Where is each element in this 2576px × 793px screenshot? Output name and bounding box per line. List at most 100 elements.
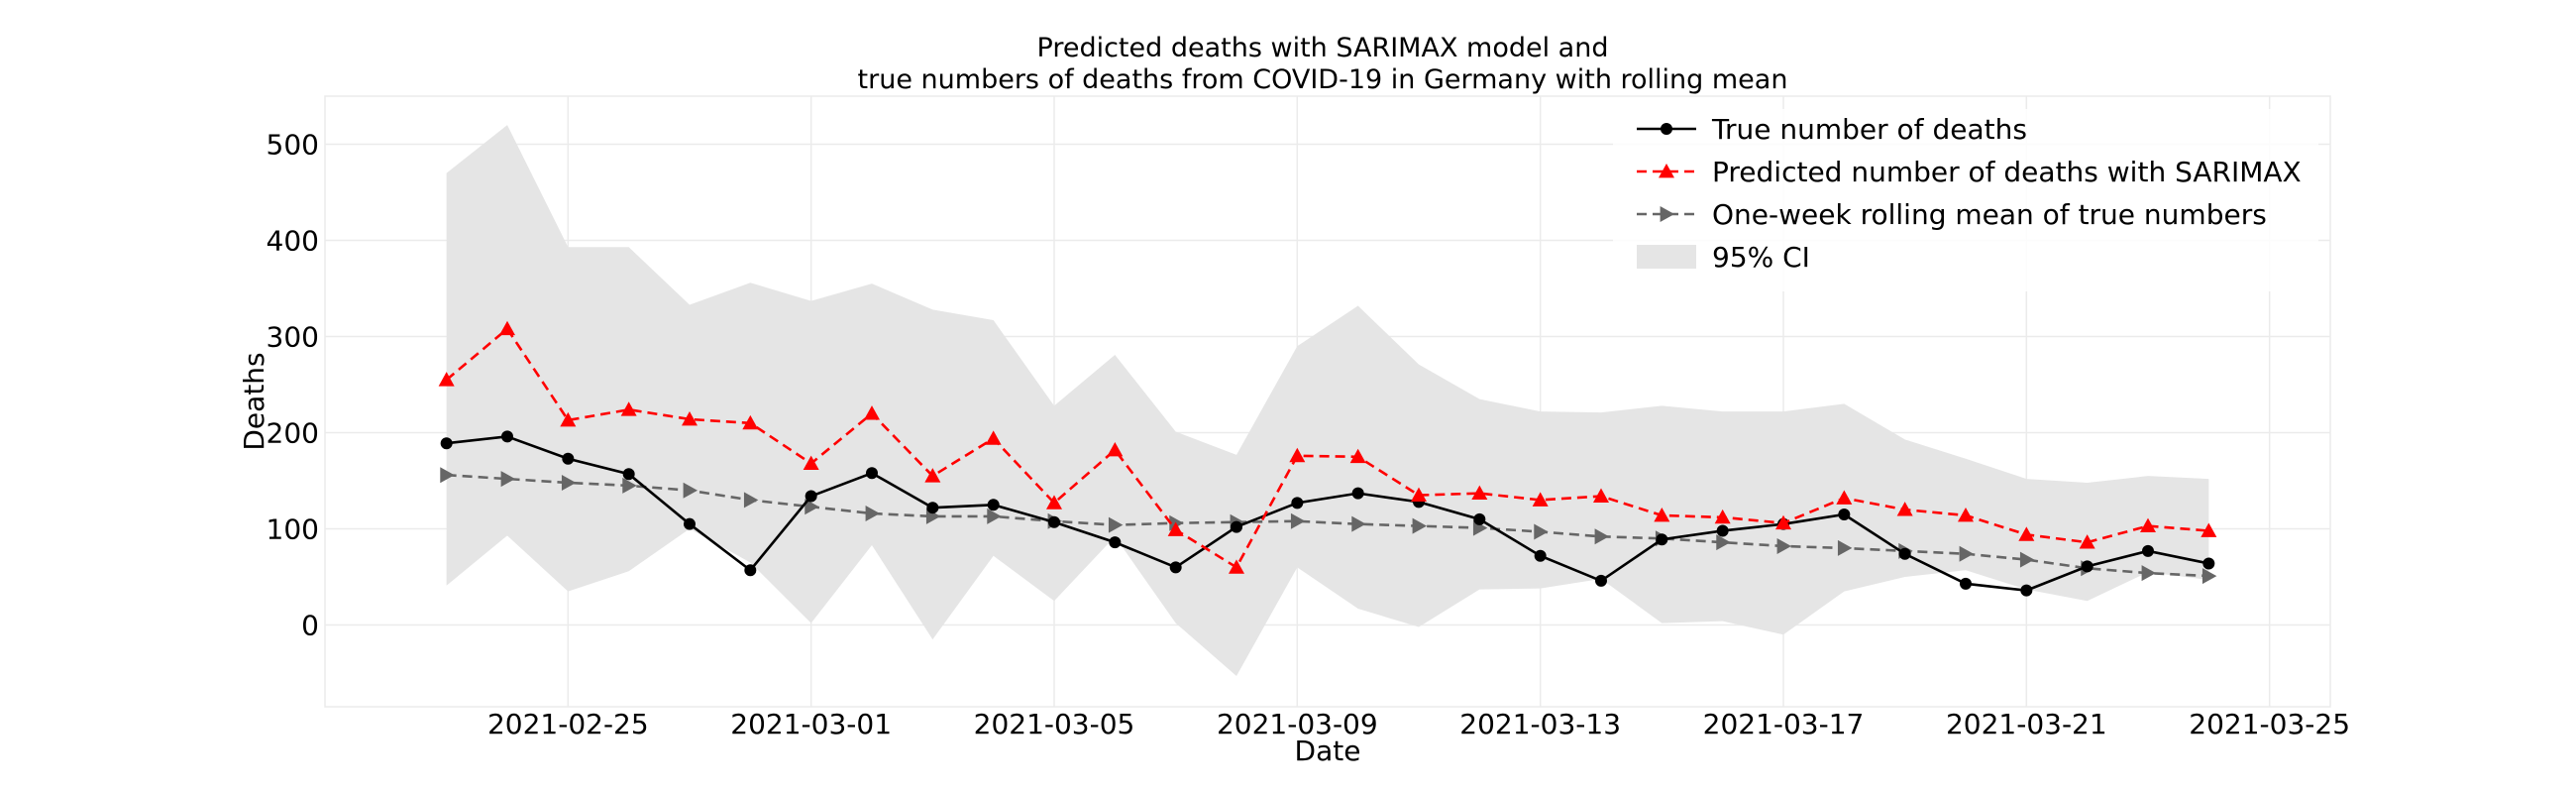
data-point — [1534, 549, 1547, 562]
legend-box — [1613, 109, 2318, 291]
y-tick-label: 100 — [267, 513, 319, 546]
x-tick-label: 2021-03-25 — [2189, 708, 2350, 740]
data-point — [1411, 487, 1427, 502]
data-point — [987, 508, 1002, 524]
data-point — [1108, 516, 1124, 533]
x-tick-label: 2021-03-17 — [1703, 708, 1865, 740]
data-point — [501, 430, 513, 443]
data-point — [742, 414, 759, 430]
data-point — [1290, 512, 1306, 529]
data-point — [2079, 534, 2095, 549]
data-point — [1656, 533, 1668, 546]
series-line — [446, 473, 2209, 578]
data-point — [1167, 521, 1184, 536]
data-point — [865, 506, 880, 522]
legend-marker — [1661, 123, 1672, 135]
data-point — [499, 320, 515, 336]
legend-marker — [1660, 206, 1674, 222]
series-line — [446, 435, 2209, 592]
x-tick-label: 2021-03-21 — [1946, 708, 2107, 740]
data-point — [562, 452, 575, 465]
data-point — [440, 437, 453, 450]
data-point — [1107, 441, 1124, 457]
data-point — [1289, 447, 1306, 463]
data-point — [805, 499, 819, 515]
series-group — [438, 320, 2217, 574]
data-point — [1291, 497, 1304, 510]
data-point — [438, 372, 455, 387]
data-point — [1837, 539, 1853, 556]
data-point — [866, 467, 878, 480]
data-point — [2202, 557, 2215, 570]
data-point — [743, 492, 759, 509]
data-point — [1351, 515, 1366, 532]
data-point — [1109, 536, 1122, 549]
y-tick-label: 500 — [267, 129, 319, 162]
data-point — [682, 410, 698, 426]
data-point — [805, 490, 817, 503]
data-point — [1654, 507, 1670, 522]
data-point — [1896, 502, 1913, 516]
data-point — [684, 517, 696, 530]
y-tick-label: 300 — [267, 321, 319, 354]
legend-marker — [1659, 164, 1674, 178]
y-axis-label: Deaths — [238, 352, 270, 450]
data-point — [1471, 485, 1488, 501]
data-point — [1714, 509, 1731, 524]
data-point — [1958, 507, 1974, 522]
legend-label: True number of deaths — [1711, 113, 2027, 146]
data-point — [2141, 565, 2156, 582]
chart-title-line-2: true numbers of deaths from COVID-19 in … — [858, 64, 1788, 95]
x-tick-label: 2021-02-25 — [487, 708, 649, 740]
y-axis-ticks: 0 100 200 300 400 500 — [267, 129, 319, 642]
data-point — [560, 411, 577, 427]
data-point — [1229, 559, 1244, 574]
data-point — [1169, 561, 1182, 574]
x-tick-label: 2021-03-01 — [730, 708, 892, 740]
data-point — [1838, 508, 1851, 520]
chart-title: Predicted deaths with SARIMAX model and … — [858, 33, 1788, 95]
legend-label: Predicted number of deaths with SARIMAX — [1712, 156, 2302, 188]
chart-title-line-1: Predicted deaths with SARIMAX model and — [1037, 33, 1609, 63]
series-group — [440, 430, 2215, 597]
data-point — [744, 564, 757, 577]
data-point — [2020, 584, 2033, 597]
series-line — [445, 326, 2209, 570]
data-point — [1473, 512, 1486, 525]
y-tick-label: 0 — [301, 610, 319, 642]
data-point — [1716, 534, 1731, 551]
x-axis-ticks: 2021-02-25 2021-03-01 2021-03-05 2021-03-09… — [487, 708, 2350, 740]
data-point — [2019, 551, 2035, 568]
data-point — [987, 499, 1000, 511]
data-point — [1231, 520, 1242, 533]
plot-frame — [324, 95, 2331, 708]
data-point — [924, 468, 941, 483]
data-point — [500, 471, 515, 488]
confidence-band-layer — [446, 125, 2209, 676]
data-point — [1959, 545, 1974, 562]
data-point — [683, 482, 698, 499]
x-axis-label: Date — [1295, 735, 1361, 767]
legend: True number of deaths Predicted number of… — [1613, 109, 2318, 291]
x-tick-label: 2021-03-09 — [1217, 708, 1378, 740]
data-point — [1532, 492, 1549, 507]
data-point — [2142, 544, 2154, 557]
data-point — [1836, 490, 1853, 505]
data-point — [1776, 537, 1791, 554]
ci-band — [446, 125, 2209, 676]
legend-ci-swatch — [1637, 245, 1696, 269]
data-point — [1898, 547, 1911, 560]
data-point — [1595, 574, 1607, 587]
data-point — [1534, 523, 1549, 540]
data-point — [1046, 495, 1062, 510]
data-point — [620, 401, 637, 416]
data-point — [561, 474, 577, 491]
data-point — [1349, 448, 1366, 464]
data-point — [622, 477, 637, 494]
legend-label: One-week rolling mean of true numbers — [1712, 198, 2267, 231]
y-tick-label: 400 — [267, 225, 319, 258]
data-point — [803, 455, 819, 470]
data-point — [1048, 515, 1060, 528]
x-tick-label: 2021-03-13 — [1459, 708, 1621, 740]
data-point — [2201, 568, 2217, 585]
